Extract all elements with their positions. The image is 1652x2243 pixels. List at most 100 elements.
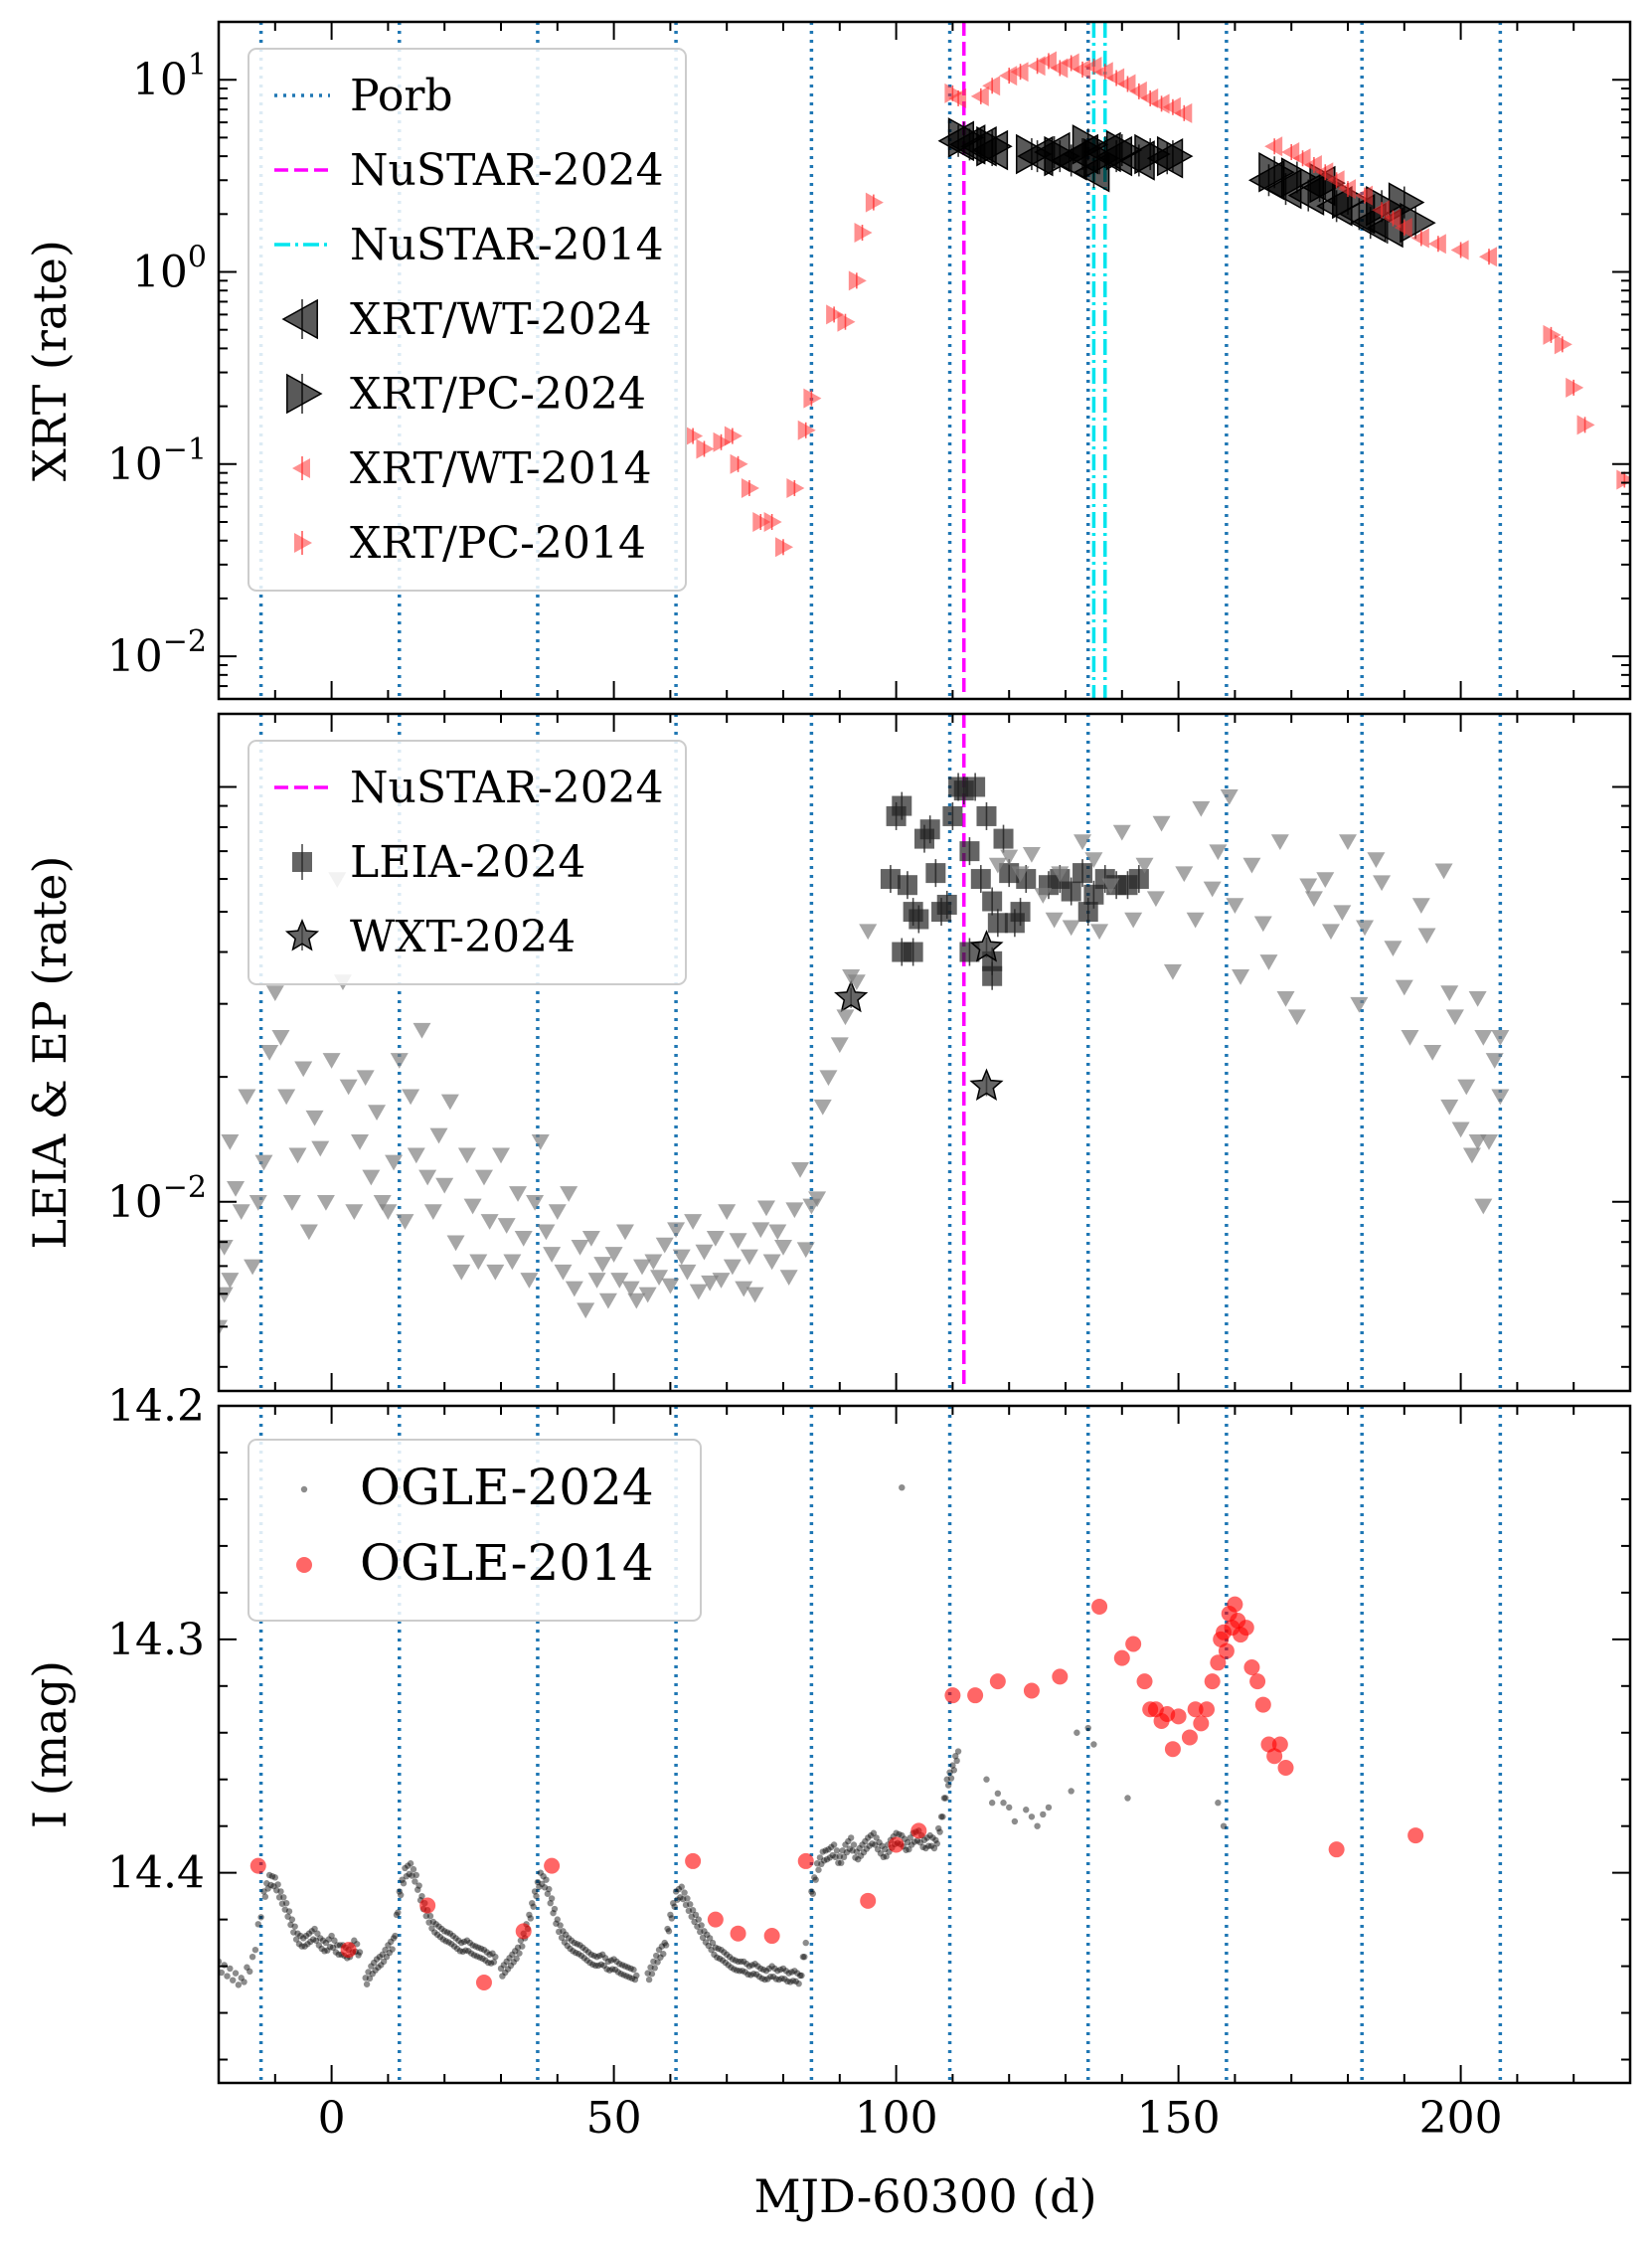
data-point [762, 1254, 781, 1271]
data-point [396, 1888, 403, 1895]
data-point [946, 1769, 953, 1776]
data-point [563, 1931, 570, 1939]
data-point [426, 1912, 434, 1920]
data-point [392, 1932, 399, 1940]
data-point [516, 1950, 523, 1957]
data-point [647, 1964, 654, 1971]
data-point [579, 1944, 586, 1952]
data-point [589, 1961, 596, 1969]
data-point [675, 1885, 683, 1893]
data-point [685, 1907, 693, 1915]
data-point [1164, 1741, 1181, 1758]
data-point [604, 1247, 623, 1263]
data-point [672, 1249, 691, 1266]
data-point [929, 1834, 936, 1841]
data-point [334, 1942, 341, 1949]
legend-label: LEIA-2024 [350, 837, 585, 888]
data-point [1204, 1673, 1221, 1690]
data-point [1199, 1701, 1215, 1718]
data-point [932, 1836, 939, 1843]
data-point [547, 1899, 554, 1907]
data-point [1450, 240, 1469, 260]
data-point [1243, 1659, 1260, 1676]
data-point [910, 1838, 918, 1845]
data-point [732, 1957, 739, 1964]
data-point [653, 1952, 660, 1960]
data-point [698, 1922, 705, 1929]
data-point [988, 1800, 996, 1807]
data-point [1077, 902, 1098, 923]
data-point [922, 1844, 929, 1852]
data-point [772, 1976, 780, 1983]
data-point [1117, 74, 1136, 94]
data-point [564, 1942, 571, 1950]
data-point [544, 1890, 552, 1897]
data-point [679, 1895, 687, 1903]
data-point [1061, 53, 1079, 74]
data-point [624, 1964, 631, 1971]
data-point [1292, 148, 1311, 169]
data-point [543, 1247, 562, 1263]
data-point [648, 1971, 656, 1978]
data-point [403, 1872, 411, 1880]
data-point [763, 511, 782, 532]
data-point [429, 1918, 437, 1926]
data-point [1554, 334, 1572, 355]
data-point [1383, 208, 1402, 229]
data-point [1034, 888, 1053, 904]
data-point [1277, 1759, 1294, 1776]
data-point [1445, 1009, 1464, 1026]
data-point [362, 1975, 369, 1982]
panel-xrt: 10−2 10−1 100 101 XRT (rate) Porb NuSTAR-2024 N… [23, 20, 1632, 701]
data-point [486, 1264, 505, 1281]
data-point [1401, 1029, 1419, 1046]
data-point [423, 1204, 442, 1221]
data-point [265, 985, 284, 1001]
data-point [452, 1264, 471, 1281]
legend-label: WXT-2024 [350, 912, 576, 962]
legend-entry-wxt-2024: WXT-2024 [284, 912, 576, 962]
data-point [926, 1831, 933, 1839]
data-point [462, 1947, 469, 1954]
data-point [1367, 852, 1386, 869]
data-point [355, 1952, 362, 1959]
data-point [771, 1965, 778, 1973]
data-point [784, 1978, 791, 1985]
data-point [526, 1195, 545, 1211]
data-point [305, 1930, 313, 1937]
data-point [657, 1954, 664, 1961]
data-point [1328, 1841, 1345, 1858]
data-point [907, 1834, 913, 1841]
data-point [741, 477, 759, 498]
data-point [988, 857, 1007, 874]
data-point [479, 1955, 486, 1963]
data-point [768, 1963, 775, 1970]
data-point [219, 1319, 228, 1336]
data-point [930, 1844, 938, 1852]
data-point [1006, 1804, 1013, 1812]
data-point [808, 1888, 815, 1895]
data-point [1010, 902, 1031, 923]
plot-frame [217, 1404, 1632, 2085]
data-point [531, 1888, 539, 1895]
data-point [383, 1953, 391, 1961]
data-point [733, 1967, 741, 1974]
data-point [722, 1959, 729, 1967]
data-point [730, 1925, 746, 1942]
data-point [797, 1852, 814, 1869]
data-point [726, 1953, 734, 1961]
data-point [768, 1224, 787, 1241]
data-point [578, 1952, 585, 1960]
data-point [651, 1965, 658, 1972]
data-point [288, 1916, 296, 1923]
data-point [1440, 1099, 1459, 1116]
data-point [390, 1053, 409, 1069]
legend-entry-ogle-2024: OGLE-2024 [300, 1459, 654, 1516]
data-point [238, 1089, 256, 1106]
legend-box [248, 48, 687, 592]
data-point [1423, 1045, 1442, 1061]
data-point [439, 1936, 446, 1943]
data-point [631, 1976, 639, 1984]
data-point [486, 1951, 493, 1959]
data-point [706, 1230, 725, 1247]
